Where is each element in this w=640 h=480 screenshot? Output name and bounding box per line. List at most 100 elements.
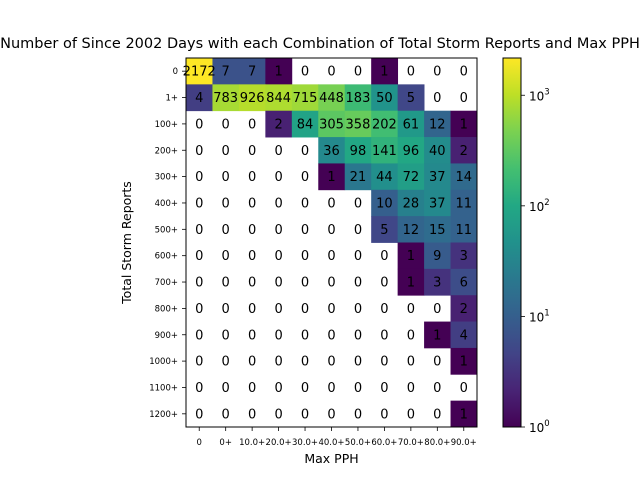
heatmap-cell (450, 242, 478, 270)
cell-value-label: 0 (380, 328, 388, 343)
cell-value-label: 0 (222, 328, 230, 343)
cell-value-label: 6 (460, 276, 468, 291)
heatmap-cell (397, 110, 425, 138)
y-tick-label: 600+ (155, 252, 178, 262)
colorbar (502, 57, 522, 428)
cell-value-label: 1 (380, 65, 388, 80)
cell-value-label: 15 (429, 223, 446, 238)
heatmap-cell (397, 216, 425, 243)
cell-value-label: 11 (455, 196, 472, 211)
cell-value-label: 2 (274, 117, 282, 132)
cell-value-label: 0 (248, 355, 256, 370)
cell-value-label: 72 (403, 170, 420, 185)
cell-value-label: 1 (433, 328, 441, 343)
cell-value-label: 0 (327, 302, 335, 317)
cell-value-label: 0 (301, 170, 309, 185)
cell-value-label: 0 (354, 355, 362, 370)
cell-value-label: 0 (274, 223, 282, 238)
heatmap-cell (371, 216, 399, 243)
cell-value-label: 10 (376, 196, 393, 211)
cell-value-label: 926 (240, 91, 265, 106)
cell-value-label: 0 (222, 117, 230, 132)
heatmap-cell (397, 137, 425, 164)
cell-value-label: 0 (460, 91, 468, 106)
cell-value-label: 98 (350, 144, 367, 159)
cell-value-label: 0 (274, 302, 282, 317)
cell-value-label: 715 (293, 91, 318, 106)
cell-value-label: 0 (195, 170, 203, 185)
cell-value-label: 0 (301, 276, 309, 291)
cell-value-label: 0 (195, 223, 203, 238)
cell-value-label: 0 (407, 407, 415, 422)
y-tick-label: 400+ (155, 199, 178, 209)
y-tick-label: 1000+ (149, 357, 178, 367)
heatmap-cell (450, 347, 478, 375)
cell-value-label: 0 (195, 276, 203, 291)
cell-value-label: 0 (301, 144, 309, 159)
cell-value-label: 0 (274, 170, 282, 185)
heatmap-cell (371, 110, 399, 138)
cell-value-label: 96 (403, 144, 420, 159)
x-tick-label: 0+ (219, 438, 232, 448)
cell-value-label: 0 (433, 65, 441, 80)
x-tick-label: 20.0+ (266, 438, 292, 448)
cell-value-label: 0 (327, 407, 335, 422)
cell-value-label: 0 (222, 302, 230, 317)
cell-value-label: 0 (195, 249, 203, 264)
cell-value-label: 7 (248, 65, 256, 80)
heatmap-cell (371, 84, 399, 112)
y-tick-label: 300+ (155, 173, 178, 183)
heatmap-cells (186, 58, 478, 428)
cell-value-label: 1 (327, 170, 335, 185)
heatmap-cell (318, 110, 346, 138)
heatmap-cell (186, 84, 213, 112)
cell-value-label: 37 (429, 196, 446, 211)
cell-value-label: 0 (222, 355, 230, 370)
heatmap-cell (238, 84, 266, 112)
y-tick-label: 1200+ (149, 410, 178, 420)
cell-value-label: 0 (433, 407, 441, 422)
heatmap-cell (238, 58, 266, 85)
colorbar-tick-label: 103 (529, 87, 550, 103)
cell-value-label: 0 (301, 355, 309, 370)
heatmap-cell (344, 137, 372, 164)
heatmap-cell (344, 84, 372, 112)
cell-value-label: 0 (248, 407, 256, 422)
cell-value-label: 0 (380, 276, 388, 291)
cell-value-label: 141 (372, 144, 397, 159)
cell-value-label: 0 (274, 276, 282, 291)
heatmap-cell (450, 137, 478, 164)
cell-value-label: 783 (213, 91, 238, 106)
cell-value-label: 0 (274, 407, 282, 422)
heatmap-cell (424, 216, 451, 243)
cell-value-label: 0 (195, 196, 203, 211)
heatmap-cell (424, 268, 451, 296)
heatmap-cell (450, 216, 478, 243)
cell-value-label: 0 (380, 302, 388, 317)
heatmap-cell (291, 110, 319, 138)
cell-value-label: 0 (195, 144, 203, 159)
heatmap-cell (450, 189, 478, 217)
heatmap-cell (371, 137, 399, 164)
heatmap-cell (371, 163, 399, 191)
y-tick-label: 1100+ (149, 383, 178, 393)
colorbar-tick-label: 100 (529, 419, 550, 435)
cell-value-label: 61 (403, 117, 420, 132)
cell-value-label: 0 (354, 223, 362, 238)
cell-value-label: 44 (376, 170, 393, 185)
cell-value-label: 0 (433, 91, 441, 106)
cell-value-label: 0 (354, 249, 362, 264)
heatmap-cell (212, 58, 240, 85)
heatmap-cell (397, 242, 425, 270)
x-tick-label: 40.0+ (318, 438, 344, 448)
cell-value-label: 1 (460, 407, 468, 422)
cell-value-label: 0 (301, 381, 309, 396)
y-tick-label: 500+ (155, 225, 178, 235)
heatmap-cell (424, 137, 451, 164)
cell-value-label: 0 (354, 65, 362, 80)
cell-value-label: 1 (407, 276, 415, 291)
cell-value-label: 40 (429, 144, 446, 159)
heatmap-cell (424, 110, 451, 138)
cell-value-label: 0 (222, 144, 230, 159)
cell-value-label: 0 (274, 196, 282, 211)
